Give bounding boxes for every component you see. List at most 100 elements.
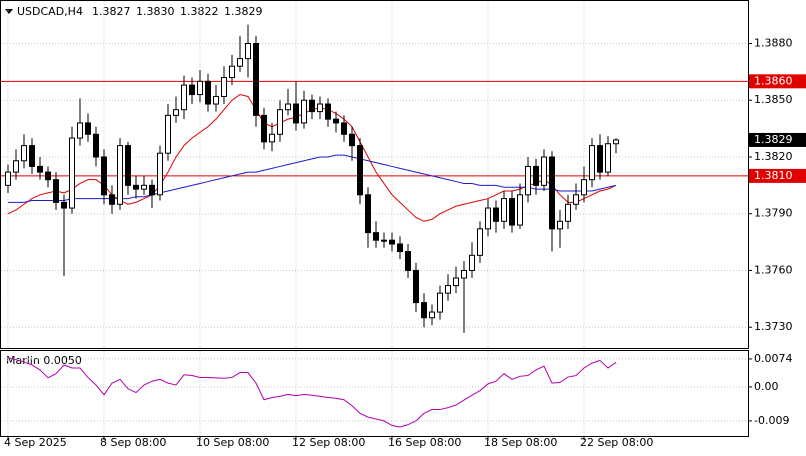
x-tick-label: 4 Sep 2025 [4, 436, 67, 449]
candle-body [453, 277, 459, 287]
y-tick-label: 1.3760 [754, 263, 793, 276]
candle-body [413, 269, 419, 304]
candle-body [597, 145, 603, 173]
candle-body [501, 198, 507, 222]
candle-body [405, 251, 411, 271]
candle-body [541, 156, 547, 186]
candle-body [109, 194, 115, 205]
level-label: 1.3810 [754, 169, 793, 182]
x-tick-label: 10 Sep 08:00 [196, 436, 269, 449]
candle-body [429, 311, 435, 319]
candle-body [173, 109, 179, 116]
symbol-title: USDCAD,H4 [17, 5, 83, 18]
candle-body [277, 109, 283, 135]
candle-body [301, 99, 307, 124]
candle-body [21, 145, 27, 162]
level-label: 1.3860 [754, 74, 793, 87]
candle-body [149, 184, 155, 196]
y-tick-label: 0.0074 [754, 352, 793, 365]
candle-body [293, 103, 299, 124]
candle-body [317, 103, 323, 113]
candle-body [157, 152, 163, 196]
candle-body [213, 95, 219, 105]
candle-body [269, 133, 275, 143]
candle-body [13, 160, 19, 173]
header-value: 1.3830 [136, 5, 175, 18]
candle-body [557, 220, 563, 230]
candle-body [565, 203, 571, 222]
candle-body [357, 145, 363, 196]
indicator-frame [0, 350, 749, 437]
candle-body [349, 133, 355, 147]
candle-body [229, 65, 235, 79]
candle-body [45, 171, 51, 181]
candle-body [573, 194, 579, 205]
y-tick-label: 1.3790 [754, 207, 793, 220]
candle-body [197, 80, 203, 96]
candle-body [117, 145, 123, 205]
candle-body [397, 243, 403, 253]
candle-body [589, 145, 595, 181]
y-tick-label: 1.3880 [754, 37, 793, 50]
candle-body [381, 239, 387, 242]
candle-body [189, 84, 195, 96]
moving-average [8, 154, 617, 203]
candle-body [85, 122, 91, 135]
indicator-title: Marlin 0.0050 [6, 354, 82, 367]
candle-body [141, 184, 147, 190]
candle-body [613, 139, 619, 145]
candle-body [533, 165, 539, 186]
candle-body [525, 165, 531, 196]
candle-body [77, 122, 83, 139]
candle-body [237, 58, 243, 67]
last-price-box [749, 132, 806, 147]
candle-body [5, 171, 11, 186]
header-value: 1.3827 [92, 5, 131, 18]
y-tick-label: 0.00 [754, 380, 779, 393]
candle-body [125, 145, 131, 186]
last-price-label: 1.3829 [754, 133, 793, 146]
main-frame [0, 0, 749, 349]
candle-body [365, 194, 371, 234]
candle-body [477, 228, 483, 256]
candle-body [245, 43, 251, 60]
y-tick-label: -0.009 [754, 414, 789, 427]
candle-body [181, 84, 187, 111]
x-tick-label: 16 Sep 08:00 [388, 436, 461, 449]
candle-body [205, 80, 211, 105]
x-tick-label: 12 Sep 08:00 [292, 436, 365, 449]
candle-body [341, 122, 347, 135]
candle-body [165, 114, 171, 154]
candle-body [389, 239, 395, 245]
candle-body [445, 285, 451, 294]
candle-body [253, 43, 259, 116]
candle-body [53, 179, 59, 203]
candle-body [69, 137, 75, 209]
level-box [749, 74, 806, 89]
menu-triangle[interactable] [5, 9, 13, 14]
candle-body [485, 207, 491, 230]
x-tick-label: 22 Sep 08:00 [580, 436, 653, 449]
candle-body [605, 143, 611, 173]
candle-body [421, 302, 427, 319]
candle-body [373, 232, 379, 241]
y-tick-label: 1.3820 [754, 150, 793, 163]
candle-body [309, 99, 315, 113]
header-value: 1.3822 [180, 5, 219, 18]
candle-body [437, 292, 443, 313]
candle-body [101, 156, 107, 196]
y-tick-label: 1.3850 [754, 93, 793, 106]
candle-body [133, 184, 139, 190]
indicator-line [7, 357, 617, 428]
candle-body [461, 269, 467, 279]
y-tick-label: 1.3730 [754, 320, 793, 333]
candle-body [93, 133, 99, 158]
candle-body [549, 156, 555, 230]
header-value: 1.3829 [224, 5, 263, 18]
candle-body [285, 103, 291, 111]
candle-body [261, 114, 267, 143]
candle-body [517, 194, 523, 226]
candle-body [325, 103, 331, 120]
